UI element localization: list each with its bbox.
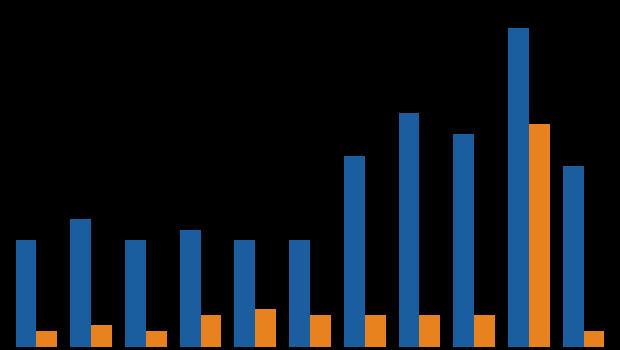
Bar [474,315,495,346]
Bar [200,315,221,346]
Bar [583,331,604,346]
Bar [16,240,37,346]
Bar [125,240,146,346]
Bar [37,331,57,346]
Bar [420,315,440,346]
Bar [289,240,310,346]
Bar [255,309,276,346]
Bar [365,315,386,346]
Bar [310,315,331,346]
Bar [146,331,167,346]
Bar [234,240,255,346]
Bar [529,124,550,346]
Bar [508,28,529,347]
Bar [91,325,112,346]
Bar [180,230,200,346]
Bar [563,166,583,346]
Bar [344,155,365,346]
Bar [399,113,420,346]
Bar [70,219,91,346]
Bar [453,134,474,346]
